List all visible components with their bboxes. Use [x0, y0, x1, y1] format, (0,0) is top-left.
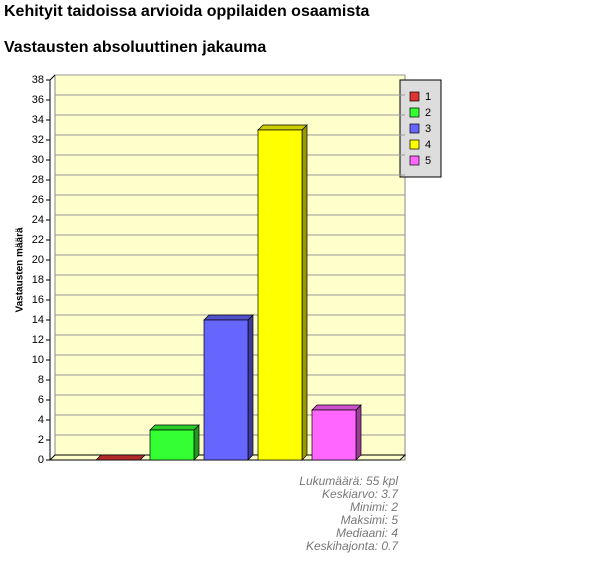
stat-line: Minimi: 2 — [350, 500, 398, 514]
y-tick-label: 4 — [38, 414, 44, 426]
bar-side — [247, 314, 254, 461]
bar-top — [95, 454, 146, 461]
bar-top — [257, 124, 308, 131]
legend-swatch — [409, 139, 420, 150]
legend-label: 5 — [425, 155, 431, 167]
stat-line: Maksimi: 5 — [341, 513, 399, 527]
chart-title: Kehityit taidoissa arvioida oppilaiden o… — [4, 3, 370, 20]
stat-line: Lukumäärä: 55 kpl — [299, 474, 398, 488]
y-tick-label: 18 — [32, 274, 44, 286]
y-tick-label: 10 — [32, 354, 44, 366]
bar — [311, 409, 357, 461]
bar-top — [311, 404, 362, 411]
legend-label: 4 — [425, 139, 431, 151]
bar — [257, 129, 303, 461]
legend-swatch — [409, 91, 420, 102]
y-tick-label: 38 — [32, 74, 44, 86]
y-tick-label: 24 — [32, 214, 44, 226]
y-axis-label: Vastausten määrä — [15, 227, 26, 312]
y-tick-label: 26 — [32, 194, 44, 206]
y-tick-label: 30 — [32, 154, 44, 166]
stat-line: Keskiarvo: 3.7 — [322, 487, 399, 501]
bar — [149, 429, 195, 461]
legend-swatch — [409, 123, 420, 134]
bar-side — [193, 424, 200, 461]
stat-line: Mediaani: 4 — [336, 526, 398, 540]
y-tick-label: 36 — [32, 94, 44, 106]
y-tick-label: 32 — [32, 134, 44, 146]
y-tick-label: 6 — [38, 394, 44, 406]
y-tick-label: 0 — [38, 454, 44, 466]
y-tick-label: 12 — [32, 334, 44, 346]
legend — [399, 79, 442, 178]
bar-side — [355, 404, 362, 461]
bar-side — [301, 124, 308, 461]
y-tick-label: 8 — [38, 374, 44, 386]
chart-subtitle: Vastausten absoluuttinen jakauma — [4, 39, 266, 56]
y-axis-depth — [49, 74, 56, 81]
bar-top — [149, 424, 200, 431]
legend-swatch — [409, 155, 420, 166]
y-tick-label: 22 — [32, 234, 44, 246]
y-tick-label: 34 — [32, 114, 44, 126]
legend-label: 2 — [425, 107, 431, 119]
legend-label: 1 — [425, 91, 431, 103]
bar-top — [203, 314, 254, 321]
stat-line: Keskihajonta: 0.7 — [306, 539, 399, 553]
y-tick-label: 20 — [32, 254, 44, 266]
y-tick-label: 16 — [32, 294, 44, 306]
y-tick-label: 2 — [38, 434, 44, 446]
y-tick-label: 28 — [32, 174, 44, 186]
y-tick-label: 14 — [32, 314, 44, 326]
bar — [203, 319, 249, 461]
legend-label: 3 — [425, 123, 431, 135]
legend-swatch — [409, 107, 420, 118]
